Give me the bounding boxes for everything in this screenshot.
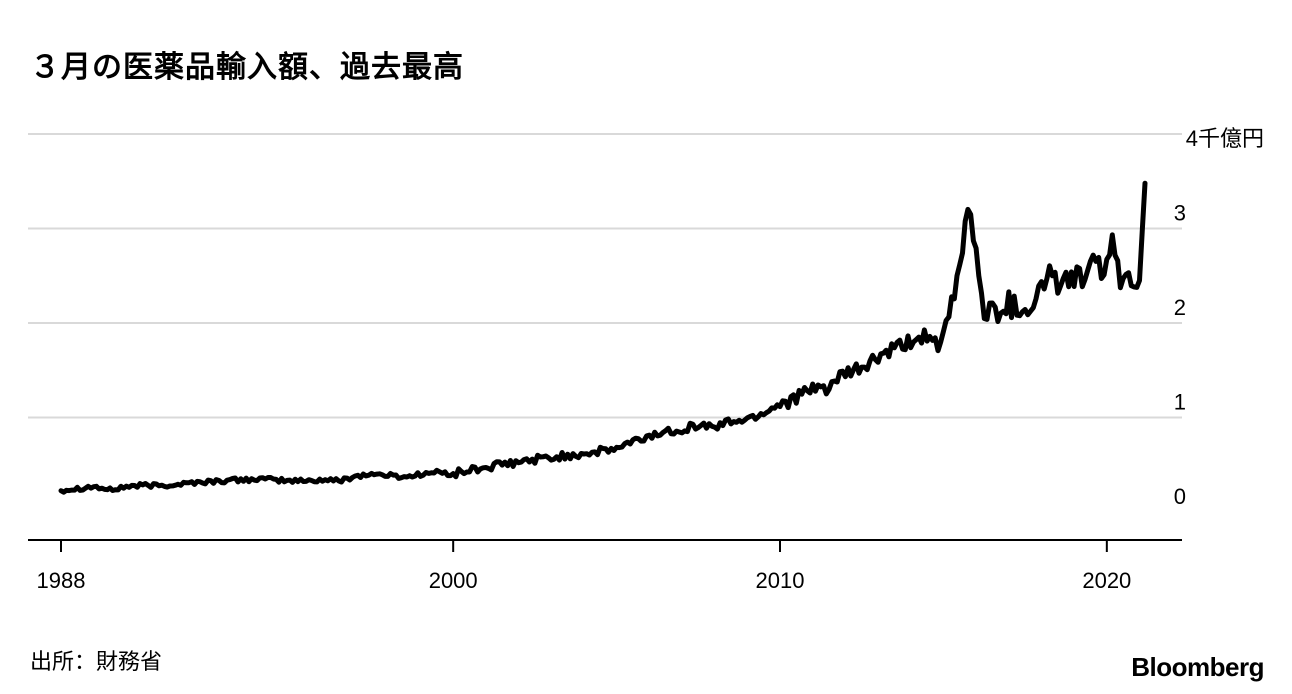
x-tick-label-2010: 2010 xyxy=(756,568,805,593)
y-axis-labels: 0 1 2 3 xyxy=(1174,201,1186,510)
x-tick-label-1988: 1988 xyxy=(37,568,86,593)
x-tick-label-2000: 2000 xyxy=(429,568,478,593)
series-line-medical-imports xyxy=(58,180,1148,495)
y-tick-label-3: 3 xyxy=(1174,201,1186,226)
x-tick-label-2020: 2020 xyxy=(1082,568,1131,593)
bloomberg-logo: Bloomberg xyxy=(1131,652,1264,682)
y-tick-label-2: 2 xyxy=(1174,295,1186,320)
y-axis-unit-label: 4千億円 xyxy=(1186,126,1264,151)
y-tick-label-1: 1 xyxy=(1174,390,1186,415)
gridlines xyxy=(28,133,1182,419)
y-tick-label-0: 0 xyxy=(1174,484,1186,509)
source-note: 出所：財務省 xyxy=(30,650,163,675)
x-axis: 1988 2000 2010 2020 xyxy=(28,539,1182,593)
chart-title: ３月の医薬品輸入額、過去最高 xyxy=(30,50,464,85)
